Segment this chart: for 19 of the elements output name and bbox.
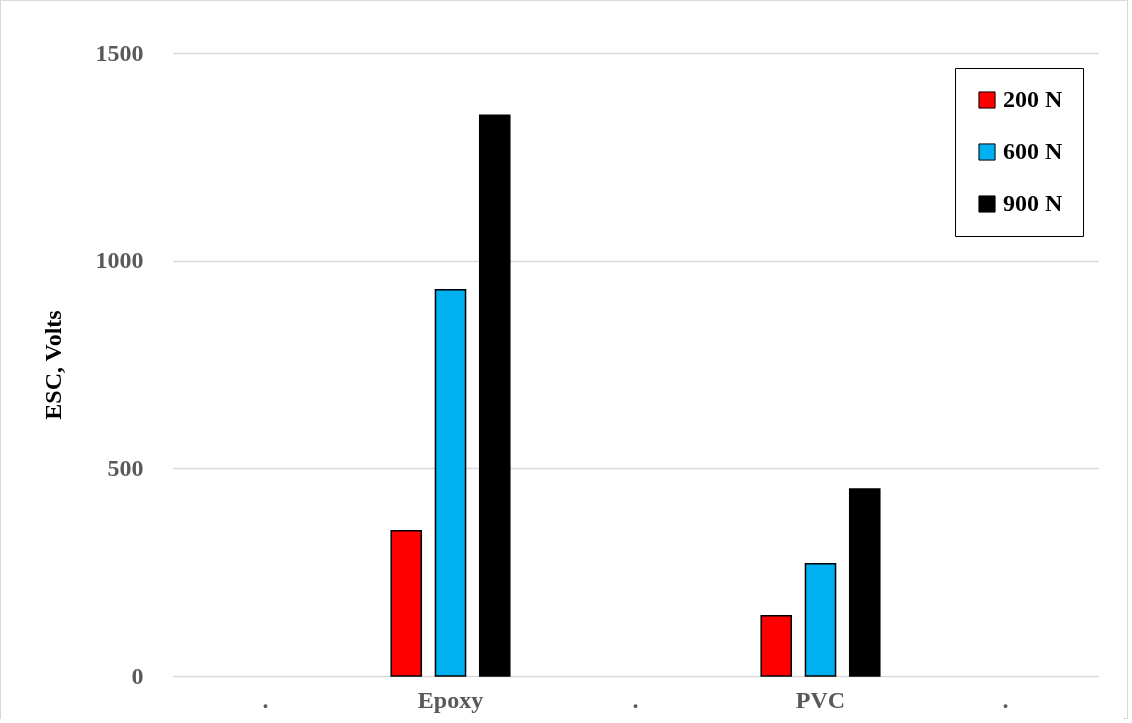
x-tick-label: PVC (795, 686, 846, 713)
y-tick-label: 1000 (95, 247, 144, 274)
x-tick-label: . (1002, 686, 1009, 713)
bar (390, 529, 423, 677)
bar (804, 563, 837, 677)
y-tick-label: 1500 (95, 39, 144, 66)
legend-label: 200 N (1003, 86, 1063, 112)
y-tick-label: 0 (131, 662, 144, 689)
bar (434, 288, 467, 677)
y-tick-label: 500 (107, 454, 144, 481)
x-tick-label: . (262, 686, 269, 713)
legend-label: 600 N (1003, 138, 1063, 164)
y-axis-title: ESC, Volts (39, 310, 66, 420)
bar (848, 488, 881, 677)
bar (760, 615, 793, 677)
bar (478, 114, 511, 677)
x-tick-label: . (632, 686, 639, 713)
x-tick-label: Epoxy (417, 686, 484, 713)
legend-label: 900 N (1003, 190, 1063, 216)
